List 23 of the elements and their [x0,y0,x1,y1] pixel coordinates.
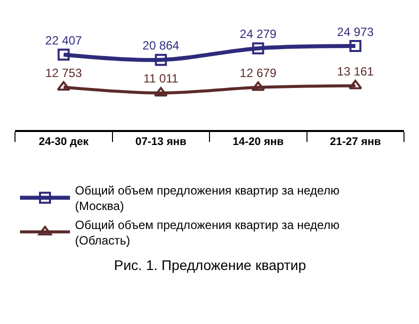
x-tick-label: 21-27 янв [330,136,382,148]
data-label: 24 279 [240,27,277,42]
data-label: 22 407 [45,33,82,48]
data-label: 11 011 [143,72,179,86]
point [154,86,168,96]
x-tick-label: 07-13 янв [135,136,187,148]
point [349,40,362,52]
legend-label: Общий объем предложения квартир за неделю (Область) [75,218,340,248]
data-label: 12 679 [240,66,277,80]
point [56,81,70,91]
x-tick-label: 24-30 дек [38,136,90,148]
point [252,42,264,54]
point [154,54,167,66]
point [58,48,70,61]
point [251,81,265,91]
point [348,80,362,90]
x-tick-label: 14-20 янв [232,136,284,148]
data-label: 12 753 [45,66,82,80]
data-label: 13 161 [337,64,374,78]
text: Рис. 1. Предложение квартир [114,257,306,273]
data-label: 20 864 [142,38,180,53]
legend-label: Общий объем предложения квартир за неделю (Москва) [75,184,340,214]
data-label: 24 973 [337,24,374,39]
